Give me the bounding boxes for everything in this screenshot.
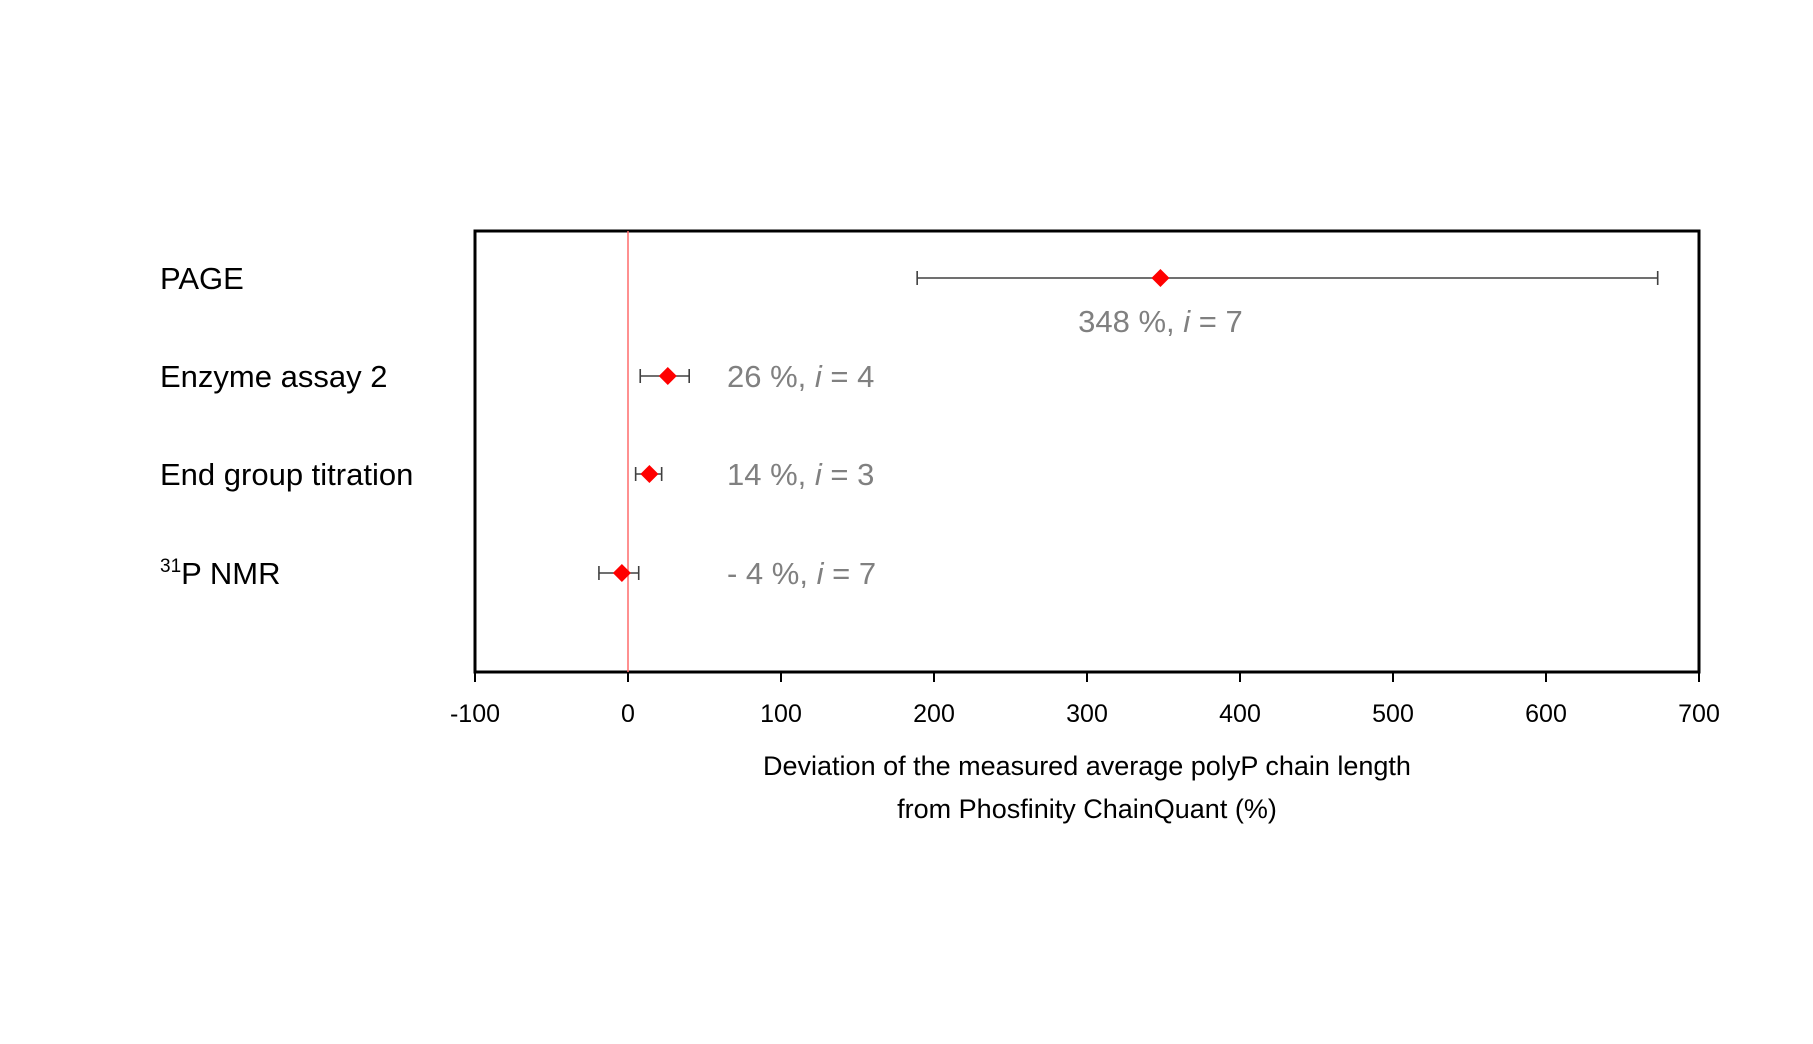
category-label-superscript: 31	[160, 556, 181, 577]
data-point	[612, 564, 631, 582]
annotation-value: 348 %,	[1078, 304, 1183, 339]
annotation-value: 14 %,	[727, 457, 815, 492]
x-tick-label: 300	[1066, 700, 1108, 728]
category-label: End group titration	[160, 457, 413, 492]
value-annotation: - 4 %, i = 7	[727, 556, 876, 591]
category-label: Enzyme assay 2	[160, 359, 387, 394]
annotation-value: - 4 %,	[727, 556, 817, 591]
x-axis-title-line1: Deviation of the measured average polyP …	[763, 751, 1411, 781]
value-annotation: 26 %, i = 4	[727, 359, 874, 394]
value-annotations: 348 %, i = 7 26 %, i = 4 14 %, i = 3 - 4 %,…	[727, 304, 1243, 591]
x-tick-label: 100	[760, 700, 802, 728]
category-labels: PAGE Enzyme assay 2 End group titration 31P…	[160, 261, 413, 591]
x-axis-ticks	[474, 672, 1700, 682]
value-annotation: 348 %, i = 7	[1078, 304, 1243, 339]
annotation-n: = 4	[822, 359, 875, 394]
category-label: 31P NMR	[160, 556, 280, 591]
data-series	[598, 269, 1659, 582]
annotation-n: = 7	[823, 556, 876, 591]
plot-area	[473, 229, 1701, 674]
x-axis-tick-labels: -100 0 100 200 300 400 500 600 700	[450, 700, 1720, 728]
annotation-n: = 3	[822, 457, 875, 492]
x-tick-label: 400	[1219, 700, 1261, 728]
annotation-i: i	[815, 457, 823, 492]
data-point	[640, 465, 659, 483]
x-tick-label: 500	[1372, 700, 1414, 728]
annotation-n: = 7	[1190, 304, 1243, 339]
annotation-i: i	[815, 359, 823, 394]
x-tick-label: 700	[1678, 700, 1720, 728]
x-tick-label: 200	[913, 700, 955, 728]
category-label-text: P NMR	[181, 556, 280, 591]
data-point	[1151, 269, 1170, 287]
category-label: PAGE	[160, 261, 244, 296]
x-axis-title-line2: from Phosfinity ChainQuant (%)	[897, 794, 1277, 824]
x-tick-label: -100	[450, 700, 500, 728]
value-annotation: 14 %, i = 3	[727, 457, 874, 492]
x-tick-label: 600	[1525, 700, 1567, 728]
x-tick-label: 0	[621, 700, 635, 728]
annotation-value: 26 %,	[727, 359, 815, 394]
annotation-i: i	[817, 556, 825, 591]
annotation-i: i	[1183, 304, 1191, 339]
data-point	[658, 367, 677, 385]
